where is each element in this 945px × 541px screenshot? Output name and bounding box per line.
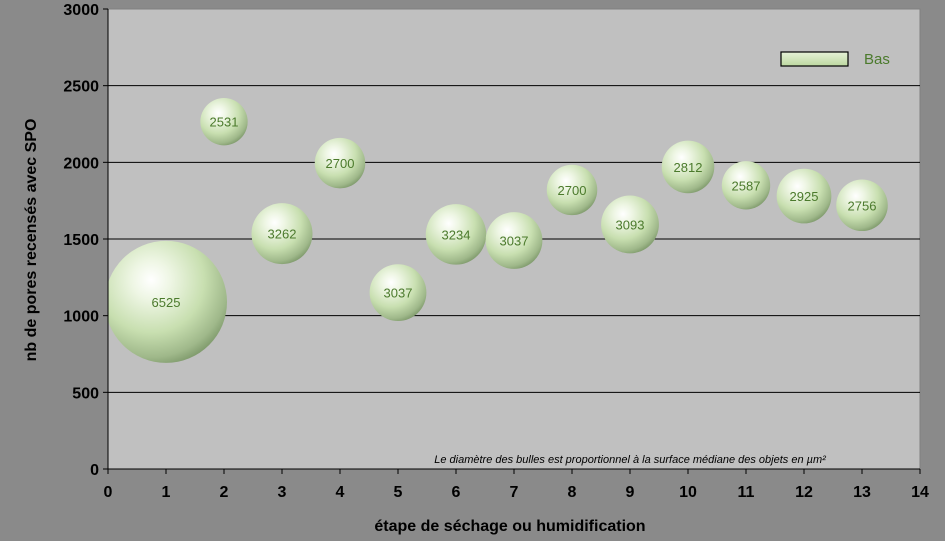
- y-tick-label: 1500: [63, 232, 99, 249]
- bubble: [601, 195, 659, 254]
- y-axis: 0 500 1000 1500 2000 2500 3000: [63, 2, 109, 479]
- bubble-data-label: 3037: [384, 286, 413, 301]
- bubble: [369, 264, 427, 322]
- x-tick-label: 3: [278, 484, 287, 501]
- y-tick-label: 2000: [63, 155, 99, 172]
- bubble: [776, 168, 832, 224]
- y-tick-label: 0: [90, 462, 99, 479]
- bubble: [200, 98, 248, 146]
- bubble-data-label: 2587: [732, 178, 761, 193]
- y-tick-label: 500: [72, 385, 99, 402]
- x-tick-label: 6: [452, 484, 461, 501]
- legend: Bas: [780, 51, 890, 68]
- x-tick-label: 4: [336, 484, 345, 501]
- bubble: [661, 140, 715, 194]
- bubble-labels: 6525 2531 3262 2700 3037 3234 3037 2700 3093 2812…: [152, 115, 877, 310]
- x-axis: 0 1 2 3 4 5 6 7 8 9 10 11 12 13 14: [104, 468, 929, 501]
- x-tick-label: 10: [679, 484, 697, 501]
- bubble-data-label: 2531: [210, 115, 239, 130]
- bubble: [251, 203, 313, 265]
- bubble: [721, 161, 771, 210]
- x-axis-title: étape de séchage ou humidification: [374, 518, 645, 535]
- bubble-data-label: 2700: [326, 156, 355, 171]
- x-tick-label: 13: [853, 484, 871, 501]
- y-axis-title: nb de pores recensés avec SPO: [23, 119, 40, 362]
- bubble-data-label: 2756: [848, 198, 877, 213]
- bubble-data-label: 2700: [558, 183, 587, 198]
- y-tick-label: 3000: [63, 2, 99, 19]
- x-tick-label: 8: [568, 484, 577, 501]
- bubble-series: [108, 98, 888, 363]
- bubble-data-label: 3262: [268, 227, 297, 242]
- bubble: [108, 240, 227, 363]
- gridlines: [108, 85, 920, 393]
- y-tick-label: 2500: [63, 79, 99, 96]
- chart-annotation: Le diamètre des bulles est proportionnel…: [434, 454, 826, 466]
- bubble-data-label: 3093: [616, 217, 645, 232]
- bubble: [485, 212, 543, 269]
- x-tick-label: 12: [795, 484, 813, 501]
- legend-label: Bas: [864, 51, 890, 68]
- bubble-data-label: 3234: [442, 227, 471, 242]
- x-tick-label: 0: [104, 484, 113, 501]
- x-tick-label: 14: [911, 484, 929, 501]
- bubble: [836, 179, 888, 232]
- x-tick-label: 9: [626, 484, 635, 501]
- bubble: [546, 164, 598, 216]
- bubble-data-label: 2925: [790, 189, 819, 204]
- bubble: [425, 204, 487, 265]
- x-tick-label: 11: [738, 484, 755, 501]
- bubble-data-label: 2812: [674, 160, 703, 175]
- x-tick-label: 1: [162, 484, 171, 501]
- x-tick-label: 5: [394, 484, 403, 501]
- x-tick-label: 7: [510, 484, 519, 501]
- x-tick-label: 2: [220, 484, 229, 501]
- bubble-data-label: 6525: [152, 295, 181, 310]
- bubble-data-label: 3037: [500, 234, 529, 249]
- bubble: [314, 137, 366, 189]
- legend-swatch: [780, 51, 849, 67]
- y-tick-label: 1000: [63, 309, 99, 326]
